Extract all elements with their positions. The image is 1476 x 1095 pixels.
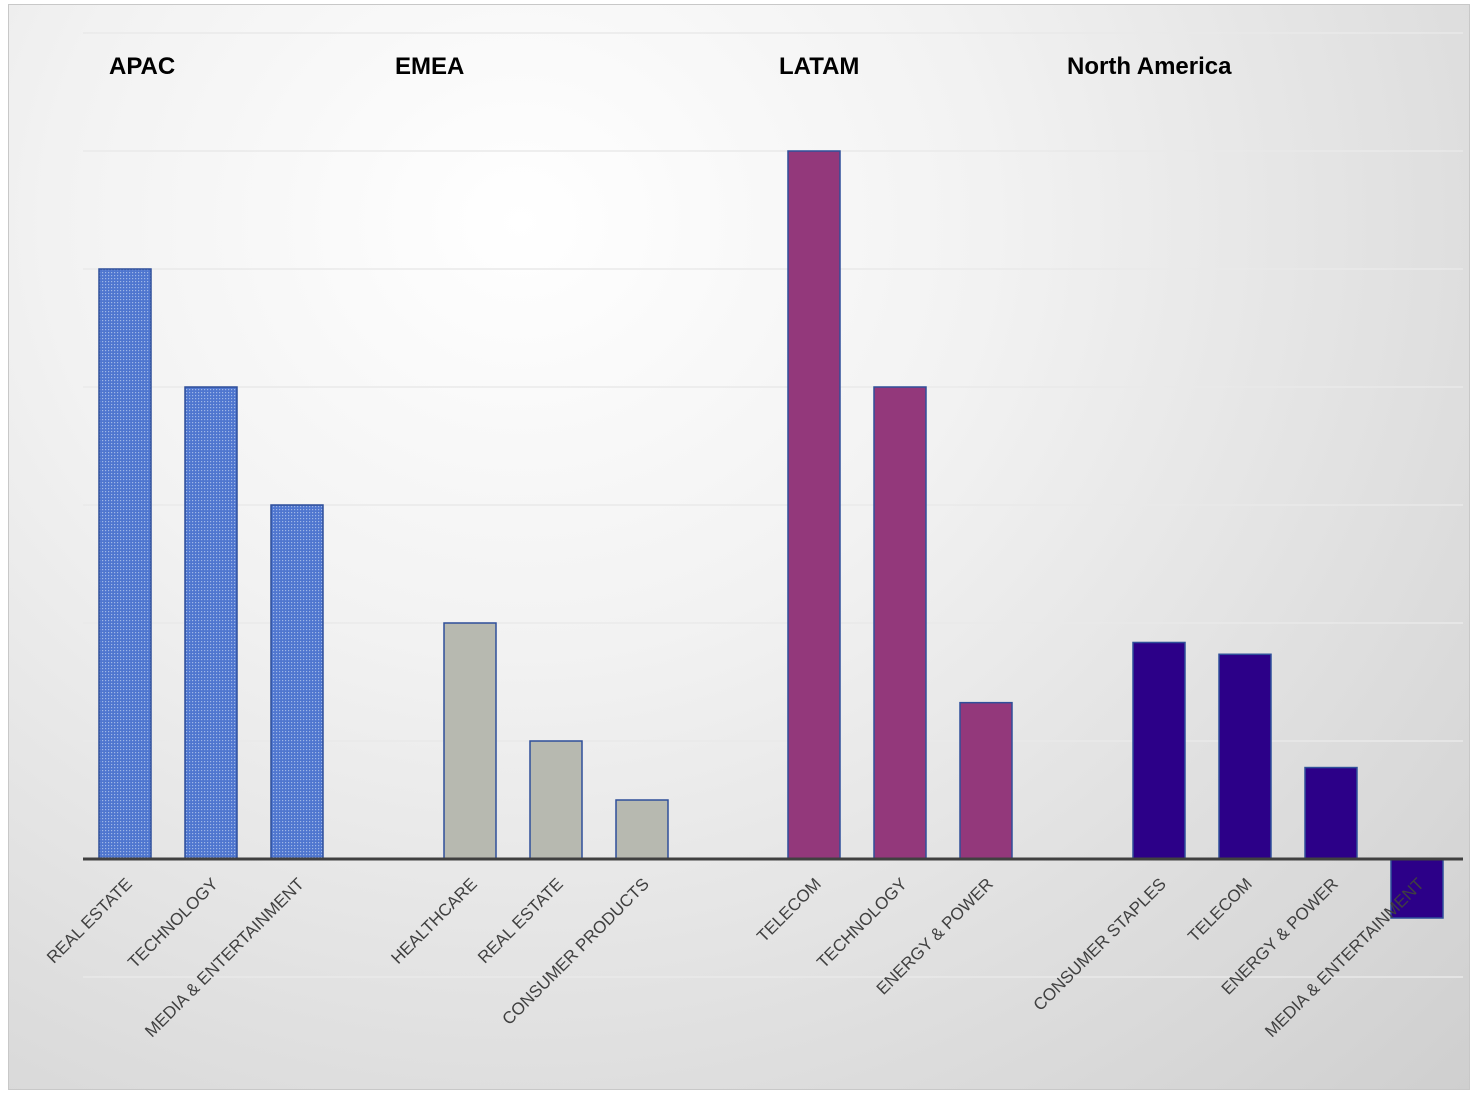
bar [184,386,238,860]
bar [443,622,497,860]
bar [1218,653,1272,860]
bar [615,799,669,860]
category-label: REAL ESTATE [43,874,136,967]
bar [270,504,324,860]
bar [1304,766,1358,860]
group-labels: APAC EMEA LATAM North America [109,53,1232,80]
group-label: North America [1067,53,1232,80]
category-label: TECHNOLOGY [813,874,911,972]
category-label: TECHNOLOGY [124,874,222,972]
bar [959,701,1013,860]
category-label: MEDIA & ENTERTAINMENT [1261,874,1428,1041]
category-label: REAL ESTATE [474,874,567,967]
bar [787,150,841,860]
category-label: CONSUMER PRODUCTS [498,874,652,1028]
bar [873,386,927,860]
bar-chart: APAC EMEA LATAM North America REAL ESTATETE… [43,32,1463,1041]
bar [529,740,583,860]
bar [1390,858,1444,919]
bars [98,150,1444,919]
bar [1132,641,1186,860]
category-label: TELECOM [1184,874,1256,946]
group-label: EMEA [395,53,464,80]
category-label: MEDIA & ENTERTAINMENT [141,874,308,1041]
chart-frame: APAC EMEA LATAM North America REAL ESTATE TE… [8,4,1470,1090]
category-label: HEALTHCARE [387,874,480,967]
bar [98,268,152,860]
group-label: APAC [109,53,175,80]
category-label: CONSUMER STAPLES [1030,874,1170,1014]
group-label: LATAM [779,53,859,80]
category-label: TELECOM [753,874,825,946]
